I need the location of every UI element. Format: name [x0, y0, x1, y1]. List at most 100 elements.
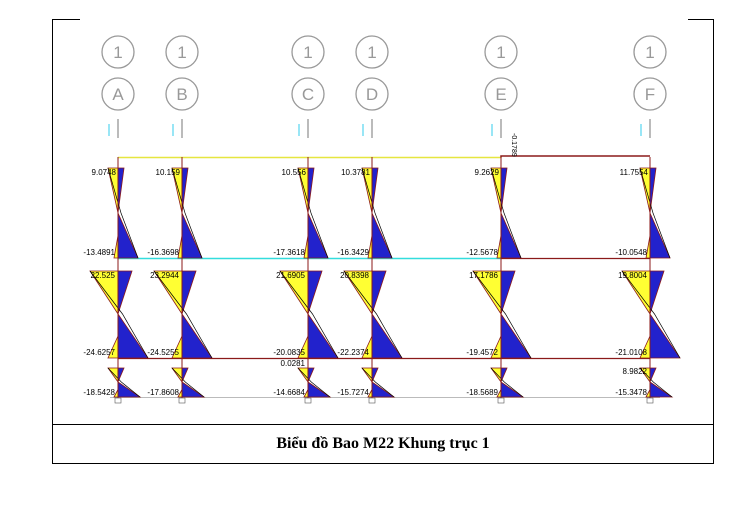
- envelope-outline: [171, 167, 203, 259]
- moment-label-level-2: 21.6905: [276, 271, 305, 280]
- envelope-outline: [361, 167, 393, 259]
- positive-moment-region: [107, 367, 119, 384]
- envelope-outline: [297, 167, 329, 259]
- axis-row-label: 1: [303, 43, 312, 62]
- negative-moment-region: [500, 212, 522, 259]
- moment-label-level-3: -16.3698: [147, 248, 179, 257]
- moment-label-level-3: 10.159: [156, 168, 181, 177]
- value-labels: 9.0748 -13.4891 22.525 -24.6257 -18.5428 10.1…: [83, 168, 648, 397]
- negative-moment-region: [649, 312, 681, 359]
- axis-row-label: 1: [113, 43, 122, 62]
- envelope-outline: [343, 270, 403, 359]
- negative-moment-region: [117, 212, 139, 259]
- negative-moment-region: [117, 312, 149, 359]
- axis-row-bubble: [291, 35, 325, 69]
- negative-moment-region: [181, 312, 213, 359]
- negative-moment-region: [500, 312, 532, 359]
- negative-moment-region: [117, 270, 133, 315]
- moment-label-level-1: -14.6684: [273, 388, 305, 397]
- moment-label-level-3: 9.2629: [475, 168, 500, 177]
- support-marker: [646, 397, 654, 404]
- moment-label-level-2: 23.2944: [150, 271, 179, 280]
- moment-label-level-2: 17.1786: [469, 271, 498, 280]
- envelope-outline: [153, 270, 213, 359]
- negative-moment-region: [649, 212, 671, 259]
- axis-col-label: D: [366, 85, 378, 104]
- support-marker: [114, 397, 122, 404]
- axis-row-label: 1: [645, 43, 654, 62]
- envelope-outline: [297, 367, 331, 398]
- envelope-outline: [107, 367, 141, 398]
- axis-col-label: A: [112, 85, 124, 104]
- grid-axes: 1 A 1 B 1 C 1 D 1 E 1 F: [101, 35, 667, 138]
- support-marker: [178, 397, 186, 404]
- moment-label-level-3: -16.3429: [337, 248, 369, 257]
- moment-label-level-2: -24.6257: [83, 348, 115, 357]
- moment-label-level-3: -10.0548: [615, 248, 647, 257]
- support-marker: [497, 397, 505, 404]
- moment-label-level-2: 20.8398: [340, 271, 369, 280]
- moment-label-level-3: -17.3618: [273, 248, 305, 257]
- axis-row-label: 1: [367, 43, 376, 62]
- envelope-outline: [639, 367, 673, 398]
- moment-label-level-1: -18.5428: [83, 388, 115, 397]
- axis-col-label: F: [645, 85, 655, 104]
- positive-moment-region: [490, 367, 502, 384]
- positive-moment-region: [171, 367, 183, 384]
- envelope-outline: [279, 270, 339, 359]
- envelope-outline: [621, 270, 681, 359]
- axis-col-bubble: [633, 77, 667, 111]
- axis-row-bubble: [355, 35, 389, 69]
- envelope-outline: [472, 270, 532, 359]
- moment-label-level-2: 19.8004: [618, 271, 647, 280]
- axis-col-label: E: [495, 85, 506, 104]
- envelope-outline: [490, 367, 524, 398]
- axis-row-label: 1: [177, 43, 186, 62]
- moment-diagrams: [89, 157, 681, 404]
- figure-caption: Biểu đồ Bao M22 Khung trục 1: [276, 435, 490, 452]
- axis-col-label: C: [302, 85, 314, 104]
- envelope-outline: [89, 270, 149, 359]
- top-note: -0.1789: [510, 133, 517, 157]
- moment-label-level-1: 8.9822: [623, 367, 648, 376]
- positive-moment-region: [361, 367, 373, 384]
- moment-label-level-2: -19.4572: [466, 348, 498, 357]
- envelope-outline: [171, 367, 205, 398]
- envelope-outline: [107, 167, 139, 259]
- envelope-outline: [490, 167, 522, 259]
- negative-moment-region: [371, 312, 403, 359]
- figure-border: [52, 19, 714, 464]
- moment-label-level-3: 11.7554: [620, 168, 649, 177]
- axis-col-bubble: [165, 77, 199, 111]
- moment-label-level-2: 22.525: [91, 271, 116, 280]
- negative-moment-region: [181, 212, 203, 259]
- axis-row-bubble: [633, 35, 667, 69]
- axis-col-bubble: [291, 77, 325, 111]
- moment-label-level-3: 10.556: [282, 168, 307, 177]
- moment-label-level-3: -12.5678: [466, 248, 498, 257]
- axis-col-bubble: [101, 77, 135, 111]
- moment-label-level-2: -22.2374: [337, 348, 369, 357]
- moment-label-level-2: -21.0108: [615, 348, 647, 357]
- moment-label-level-3: 9.0748: [92, 168, 117, 177]
- support-marker: [368, 397, 376, 404]
- positive-moment-region: [297, 367, 309, 384]
- moment-label-level-2: -20.0835: [273, 348, 305, 357]
- axis-row-label: 1: [496, 43, 505, 62]
- moment-label-level-1: -18.5689: [466, 388, 498, 397]
- axis-row-bubble: [484, 35, 518, 69]
- negative-moment-region: [371, 270, 387, 315]
- negative-moment-region: [500, 270, 516, 315]
- axis-col-label: B: [176, 85, 187, 104]
- negative-moment-region: [371, 212, 393, 259]
- axis-row-bubble: [165, 35, 199, 69]
- negative-moment-region: [307, 212, 329, 259]
- moment-label-level-1: -15.3478: [615, 388, 647, 397]
- axis-row-bubble: [101, 35, 135, 69]
- negative-moment-region: [181, 270, 197, 315]
- envelope-outline: [361, 367, 395, 398]
- envelope-outline: [639, 167, 671, 259]
- moment-label-level-2: -24.5255: [147, 348, 179, 357]
- moment-label-level-3: -13.4891: [83, 248, 115, 257]
